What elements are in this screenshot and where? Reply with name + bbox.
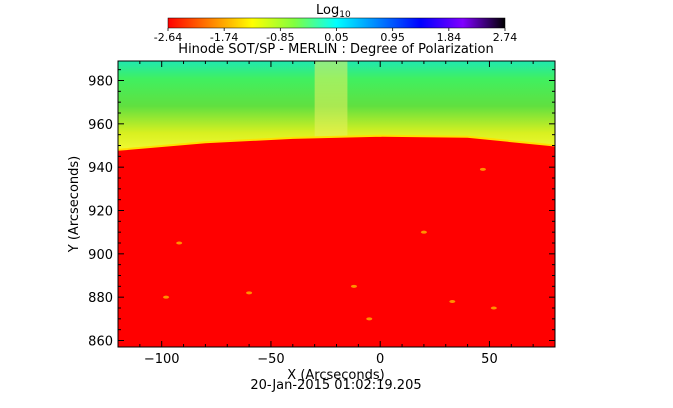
y-tick-label: 880 <box>88 291 113 306</box>
disk-feature <box>176 241 183 245</box>
x-tick-label: −100 <box>144 352 180 367</box>
disk-feature <box>163 295 170 299</box>
disk-feature <box>246 291 253 295</box>
solar-disk-region <box>118 135 555 347</box>
y-tick-label: 940 <box>88 161 113 176</box>
y-tick-label: 860 <box>88 335 113 350</box>
colorbar-tick-label: 2.74 <box>493 31 518 44</box>
x-axis: −100 −50 0 50 <box>117 61 556 367</box>
y-axis: 860 880 900 920 940 960 980 <box>88 69 555 350</box>
x-tick-label: −50 <box>257 352 284 367</box>
colorbar-tick-label: 0.95 <box>380 31 405 44</box>
disk-feature <box>479 167 486 171</box>
y-tick-label: 920 <box>88 205 113 220</box>
disk-feature <box>449 300 456 303</box>
x-axis-label: X (Arcseconds) <box>287 368 384 383</box>
chart-title: Hinode SOT/SP - MERLIN : Degree of Polar… <box>178 42 493 57</box>
colorbar-tick-labels: -2.64 -1.74 -0.85 0.05 0.95 1.84 2.74 <box>154 28 517 44</box>
heatmap-image <box>118 61 555 347</box>
colorbar-tick-label: -2.64 <box>154 31 182 44</box>
y-tick-label: 900 <box>88 248 113 263</box>
disk-feature <box>366 317 373 321</box>
colorbar-tick-label: 1.84 <box>437 31 462 44</box>
y-tick-label: 960 <box>88 118 113 133</box>
saturated-stripe <box>314 61 348 137</box>
colorbar-tick-label: 0.05 <box>324 31 349 44</box>
y-axis-label: Y (Arcseconds) <box>67 156 82 253</box>
disk-features <box>163 167 497 321</box>
colorbar-tick-label: -1.74 <box>210 31 238 44</box>
disk-feature <box>420 230 427 234</box>
y-tick-label: 980 <box>88 75 113 90</box>
limb-boundary <box>118 134 555 151</box>
colorbar-tick-label: -0.85 <box>266 31 294 44</box>
x-tick-label: 50 <box>481 352 498 367</box>
colorbar-label: Log10 <box>316 3 351 20</box>
x-tick-label: 0 <box>376 352 384 367</box>
disk-feature <box>350 284 357 288</box>
colorbar <box>167 17 506 29</box>
disk-feature <box>490 306 497 310</box>
footer-timestamp: 20-Jan-2015 01:02:19.205 <box>250 378 421 393</box>
